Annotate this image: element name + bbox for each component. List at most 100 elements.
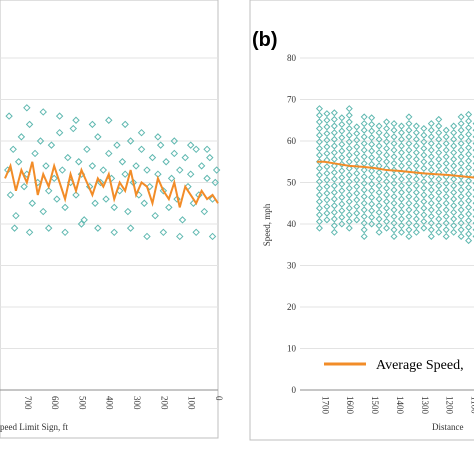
scatter-point xyxy=(345,178,353,186)
y-tick-label: 60 xyxy=(287,136,297,146)
panel-b-x-axis-title: Distance xyxy=(432,422,464,432)
scatter-point xyxy=(12,211,20,220)
scatter-point xyxy=(99,166,108,174)
scatter-point xyxy=(412,208,420,216)
scatter-point xyxy=(330,175,338,183)
scatter-point xyxy=(360,159,368,167)
scatter-point xyxy=(442,159,450,167)
scatter-point xyxy=(405,139,413,147)
scatter-point xyxy=(353,156,361,164)
scatter-point xyxy=(420,164,428,172)
y-tick-label: 0 xyxy=(292,385,297,395)
scatter-point xyxy=(465,137,473,145)
scatter-point xyxy=(412,155,420,163)
scatter-point xyxy=(427,219,435,227)
scatter-point xyxy=(338,220,346,228)
scatter-point xyxy=(330,169,338,177)
scatter-point xyxy=(170,137,179,145)
scatter-point xyxy=(405,113,413,121)
scatter-point xyxy=(383,191,391,199)
scatter-point xyxy=(353,209,361,217)
scatter-point xyxy=(330,115,338,123)
scatter-point xyxy=(360,146,368,154)
scatter-point xyxy=(450,182,458,190)
scatter-point xyxy=(338,120,346,128)
scatter-point xyxy=(121,120,129,129)
scatter-point xyxy=(315,131,323,139)
scatter-point xyxy=(315,184,323,192)
scatter-point xyxy=(383,198,391,206)
scatter-point xyxy=(345,184,353,192)
scatter-point xyxy=(315,151,323,159)
scatter-point xyxy=(390,179,398,187)
scatter-point xyxy=(360,120,368,128)
scatter-point xyxy=(457,153,465,161)
scatter-point xyxy=(412,195,420,203)
scatter-point xyxy=(405,213,413,221)
scatter-point xyxy=(143,232,151,241)
scatter-point xyxy=(465,164,473,172)
scatter-point xyxy=(31,149,39,158)
scatter-point xyxy=(55,128,64,137)
panel-a-scatter-points xyxy=(4,104,221,241)
scatter-point xyxy=(315,211,323,219)
scatter-point xyxy=(42,162,50,170)
scatter-point xyxy=(465,230,473,238)
scatter-point xyxy=(412,228,420,236)
scatter-point xyxy=(6,191,15,199)
scatter-point xyxy=(375,142,383,150)
scatter-point xyxy=(383,204,391,212)
scatter-point xyxy=(420,184,428,192)
scatter-point xyxy=(353,136,361,144)
scatter-point xyxy=(126,137,135,145)
scatter-point xyxy=(105,116,113,124)
scatter-point xyxy=(390,146,398,154)
x-tick-label: 1400 xyxy=(395,396,405,415)
scatter-point xyxy=(375,169,383,177)
scatter-point xyxy=(390,139,398,147)
scatter-point xyxy=(383,144,391,152)
scatter-point xyxy=(442,186,450,194)
scatter-point xyxy=(435,195,443,203)
scatter-point xyxy=(368,140,376,148)
scatter-point xyxy=(442,232,450,240)
scatter-point xyxy=(360,139,368,147)
scatter-point xyxy=(345,144,353,152)
scatter-point xyxy=(360,153,368,161)
scatter-point xyxy=(465,144,473,152)
scatter-point xyxy=(457,219,465,227)
scatter-point xyxy=(427,179,435,187)
scatter-point xyxy=(25,120,34,129)
panel-a-gridlines xyxy=(0,57,218,349)
y-tick-label: 40 xyxy=(287,219,297,229)
scatter-point xyxy=(368,220,376,228)
panel-b-average-speed-line xyxy=(316,160,474,179)
scatter-point xyxy=(368,147,376,155)
scatter-point xyxy=(330,149,338,157)
scatter-point xyxy=(151,211,159,220)
scatter-point xyxy=(353,216,361,224)
panel-a-x-axis-title: peed Limit Sign, ft xyxy=(0,422,68,432)
x-tick-label: 0 xyxy=(214,396,224,401)
scatter-point xyxy=(143,166,151,174)
scatter-point xyxy=(420,131,428,139)
scatter-point xyxy=(14,158,23,166)
scatter-point xyxy=(465,223,473,231)
scatter-point xyxy=(315,204,323,212)
scatter-point xyxy=(102,195,110,203)
scatter-point xyxy=(368,134,376,142)
scatter-point xyxy=(64,153,72,162)
scatter-point xyxy=(397,222,405,230)
scatter-point xyxy=(427,120,435,128)
scatter-point xyxy=(58,166,67,174)
scatter-point xyxy=(450,188,458,196)
scatter-point xyxy=(390,199,398,207)
scatter-point xyxy=(427,226,435,234)
scatter-point xyxy=(405,232,413,240)
scatter-point xyxy=(405,133,413,141)
scatter-point xyxy=(360,206,368,214)
scatter-point xyxy=(176,166,184,174)
scatter-point xyxy=(137,128,146,137)
scatter-point xyxy=(375,228,383,236)
scatter-point xyxy=(156,141,165,149)
